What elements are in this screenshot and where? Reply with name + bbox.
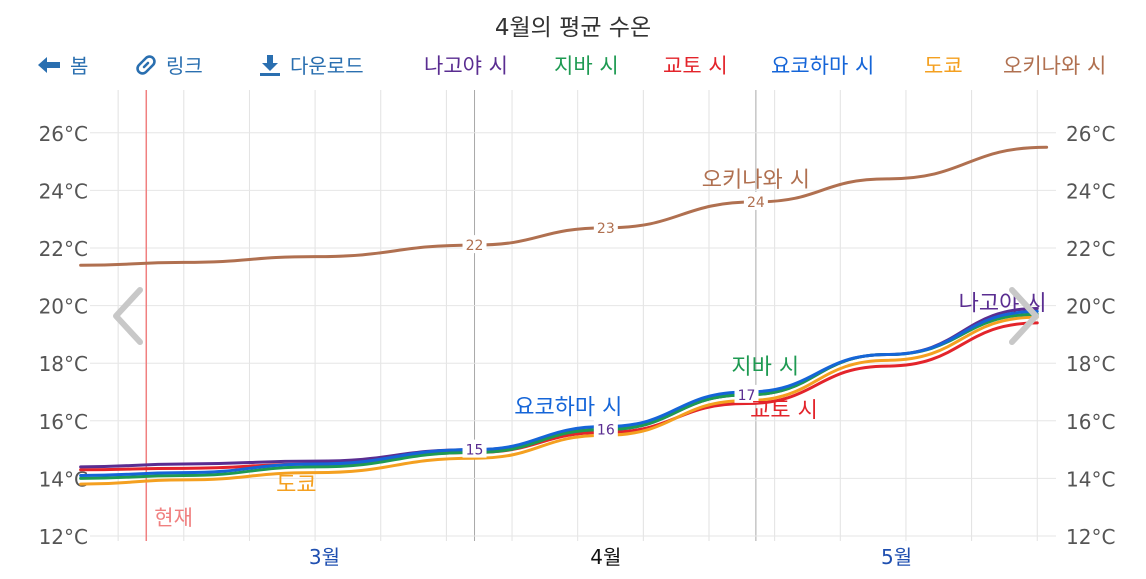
x-tick-label: 5월 bbox=[881, 545, 912, 569]
value-label-bg bbox=[734, 384, 759, 403]
series-annotation: 지바 시 bbox=[731, 355, 799, 380]
x-tick-label: 4월 bbox=[590, 545, 621, 569]
y-tick-label-left: 16°C bbox=[39, 410, 88, 434]
value-label-bg bbox=[462, 235, 487, 254]
value-label: 24 bbox=[747, 195, 765, 211]
download-icon bbox=[260, 54, 280, 76]
series-line-5 bbox=[79, 315, 1039, 486]
y-tick-label-right: 22°C bbox=[1066, 237, 1115, 261]
legend-item-kyoto[interactable]: 교토 시 bbox=[663, 54, 728, 78]
series-line-0 bbox=[79, 145, 1049, 267]
link-button[interactable]: 링크 bbox=[134, 50, 203, 79]
link-icon bbox=[136, 54, 156, 75]
current-date-label: 현재 bbox=[154, 506, 193, 530]
value-label: 15 bbox=[466, 443, 484, 459]
legend-item-okinawa[interactable]: 오키나와 시 bbox=[1003, 54, 1107, 78]
link-label: 링크 bbox=[166, 54, 203, 78]
value-label: 17 bbox=[738, 388, 756, 404]
value-label: 23 bbox=[597, 221, 615, 237]
y-tick-label-left: 18°C bbox=[39, 352, 88, 376]
y-tick-label-right: 12°C bbox=[1066, 525, 1115, 549]
legend-item-yokohama[interactable]: 요코하마 시 bbox=[771, 54, 875, 78]
y-tick-label-left: 24°C bbox=[39, 179, 88, 203]
legend-item-tokyo[interactable]: 도쿄 bbox=[924, 54, 963, 78]
toolbar: 봄 링크 다운로드 나고야 시 지바 시 교토 시 요코하마 시 도쿄 오키나와… bbox=[0, 46, 1146, 82]
legend-item-nagoya[interactable]: 나고야 시 bbox=[424, 54, 508, 78]
back-button[interactable]: 봄 bbox=[36, 50, 88, 79]
y-tick-label-left: 22°C bbox=[39, 237, 88, 261]
series-line-1 bbox=[79, 306, 1039, 469]
value-label: 22 bbox=[466, 238, 484, 254]
download-label: 다운로드 bbox=[290, 54, 364, 78]
back-label: 봄 bbox=[70, 54, 89, 78]
arrow-left-icon bbox=[38, 56, 60, 73]
y-tick-label-right: 16°C bbox=[1066, 410, 1115, 434]
y-tick-label-right: 18°C bbox=[1066, 352, 1115, 376]
y-tick-label-left: 12°C bbox=[39, 525, 88, 549]
value-label-bg bbox=[743, 191, 768, 210]
series-annotation: 오키나와 시 bbox=[702, 168, 810, 193]
series-line-3 bbox=[79, 321, 1039, 472]
y-tick-label-right: 26°C bbox=[1066, 122, 1115, 146]
next-button[interactable] bbox=[1004, 286, 1044, 350]
series-annotation: 요코하마 시 bbox=[514, 395, 622, 420]
download-button[interactable]: 다운로드 bbox=[258, 50, 364, 79]
series-annotation: 도쿄 bbox=[276, 473, 316, 498]
y-tick-label-left: 26°C bbox=[39, 122, 88, 146]
y-tick-label-right: 14°C bbox=[1066, 467, 1115, 491]
value-label-bg bbox=[593, 217, 618, 236]
value-label: 16 bbox=[597, 422, 615, 438]
page-title: 4월의 평균 수온 bbox=[494, 15, 652, 41]
legend-item-chiba[interactable]: 지바 시 bbox=[554, 54, 619, 78]
chevron-right-icon bbox=[1009, 287, 1039, 345]
prev-button[interactable] bbox=[108, 286, 148, 350]
y-tick-label-left: 20°C bbox=[39, 295, 88, 319]
y-tick-label-right: 24°C bbox=[1066, 179, 1115, 203]
value-label-bg bbox=[593, 419, 618, 438]
chevron-left-icon bbox=[113, 287, 143, 345]
x-tick-label: 3월 bbox=[309, 545, 340, 569]
value-label-bg bbox=[462, 439, 487, 458]
series-annotation: 교토 시 bbox=[750, 398, 818, 423]
series-line-4 bbox=[79, 309, 1039, 478]
y-tick-label-right: 20°C bbox=[1066, 295, 1115, 319]
